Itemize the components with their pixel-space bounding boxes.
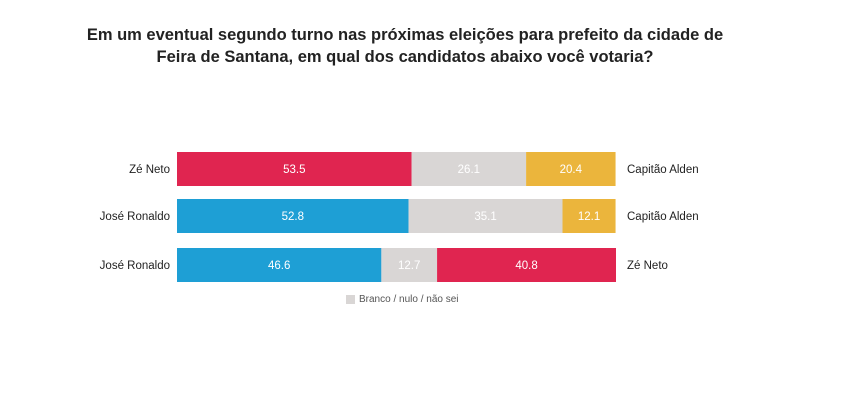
legend: Branco / nulo / não sei [346,294,459,305]
bar-segment [562,199,616,233]
bar-row-3: José Ronaldo 46.6 12.7 40.8 Zé Neto [100,248,668,282]
bar-row-2: José Ronaldo 52.8 35.1 12.1 Capitão Alden [100,199,699,233]
row-right-label: Capitão Alden [627,211,699,223]
row-left-label: Zé Neto [129,164,170,176]
bar-segment [408,199,563,233]
bar-segment [437,248,616,282]
row-left-label: José Ronaldo [100,211,170,223]
bar-segment [177,199,409,233]
chart-title: Em um eventual segundo turno nas próxima… [0,24,810,68]
bar-value-label: 40.8 [515,260,537,272]
bar-value-label: 12.7 [398,260,420,272]
bar-value-label: 35.1 [474,211,496,223]
bar-value-label: 52.8 [282,211,304,223]
bar-segment [177,248,382,282]
bar-row-1: Zé Neto 53.5 26.1 20.4 Capitão Alden [129,152,699,186]
chart-title-line-2: Feira de Santana, em qual dos candidatos… [156,48,654,66]
bar-value-label: 12.1 [578,211,600,223]
legend-swatch [346,295,355,304]
legend-label: Branco / nulo / não sei [359,294,459,305]
row-right-label: Capitão Alden [627,164,699,176]
row-left-label: José Ronaldo [100,260,170,272]
bar-value-label: 46.6 [268,260,290,272]
bar-value-label: 20.4 [560,164,583,176]
bar-value-label: 26.1 [458,164,480,176]
bar-segment [381,248,438,282]
bar-segment [177,152,412,186]
chart-title-line-1: Em um eventual segundo turno nas próxima… [86,26,724,44]
bar-value-label: 53.5 [283,164,305,176]
row-right-label: Zé Neto [627,260,668,272]
bar-segment [526,152,616,186]
bar-segment [411,152,527,186]
